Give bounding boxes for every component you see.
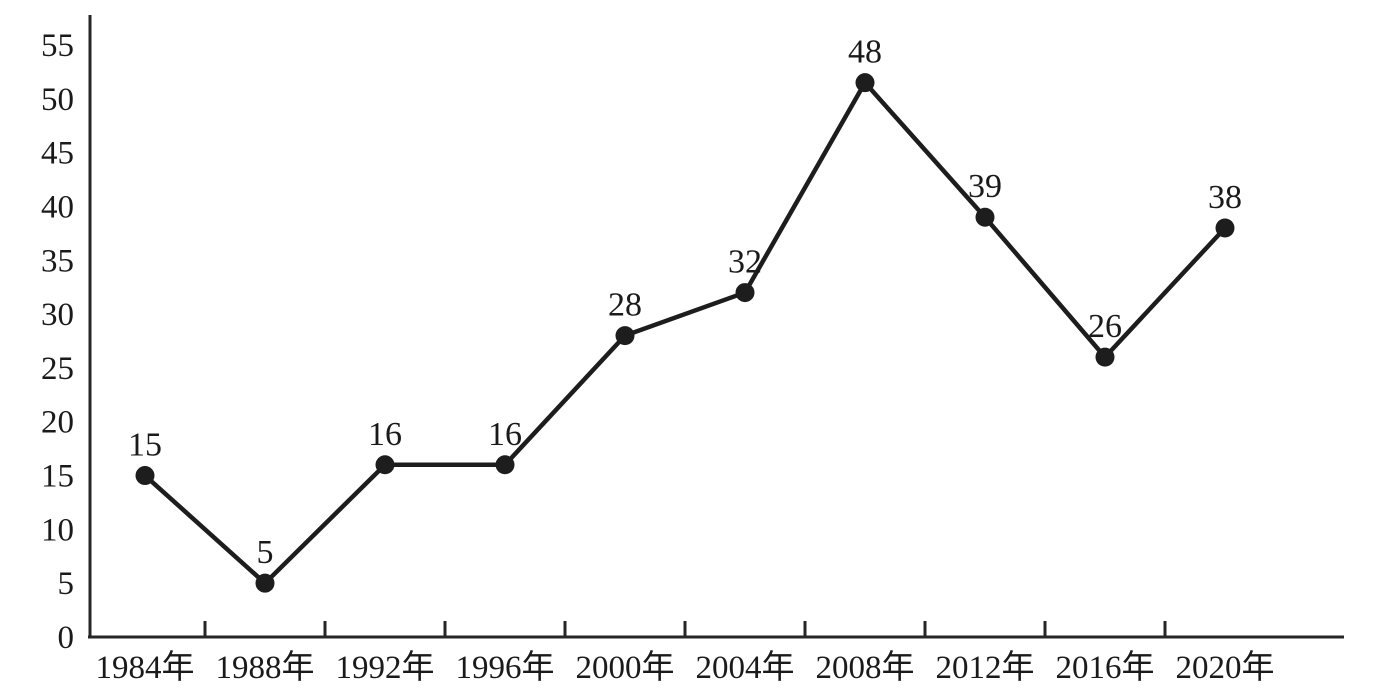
y-axis-label: 45 — [41, 136, 74, 172]
data-point-marker — [1215, 218, 1235, 238]
y-axis-label: 50 — [41, 82, 74, 118]
y-axis-label: 10 — [41, 512, 74, 548]
data-point-label: 28 — [608, 287, 642, 324]
x-axis-label: 1988年 — [216, 649, 315, 686]
x-axis-labels: 1984年 1988年 1992年 1996年 2000年 2004年 2008年 2012年… — [96, 649, 1275, 686]
data-point-label: 39 — [968, 168, 1002, 205]
y-axis-label: 55 — [41, 28, 74, 64]
data-point-marker — [135, 466, 155, 486]
x-axis-label: 1996年 — [456, 649, 555, 686]
data-point-label: 16 — [368, 416, 402, 453]
data-point-marker — [1095, 347, 1115, 367]
data-point-labels: 15 5 16 16 28 32 48 39 26 38 — [128, 34, 1242, 572]
data-point-label: 38 — [1208, 179, 1242, 216]
x-axis-label: 1992年 — [336, 649, 435, 686]
data-series-line — [142, 80, 1228, 586]
x-axis-label: 1984年 — [96, 649, 195, 686]
x-axis-label: 2020年 — [1176, 649, 1275, 686]
y-axis-label: 15 — [41, 459, 74, 495]
y-axis-label: 20 — [41, 405, 74, 441]
data-point-marker — [855, 73, 875, 93]
data-point-label: 32 — [728, 244, 762, 281]
x-axis-label: 2016年 — [1056, 649, 1155, 686]
y-axis-label: 25 — [41, 351, 74, 387]
axes — [88, 15, 1344, 639]
y-axis-label: 40 — [41, 189, 74, 225]
data-point-marker — [255, 573, 275, 593]
y-axis-label: 35 — [41, 243, 74, 279]
x-axis-label: 2000年 — [576, 649, 675, 686]
y-axis-labels: 0 5 10 15 20 25 30 35 40 45 50 55 — [41, 28, 74, 656]
x-axis-label: 2012年 — [936, 649, 1035, 686]
data-point-marker — [495, 455, 515, 475]
y-axis-label: 30 — [41, 297, 74, 333]
x-axis-label: 2004年 — [696, 649, 795, 686]
data-point-marker — [735, 283, 755, 303]
y-axis-label: 5 — [58, 566, 75, 602]
data-point-label: 5 — [257, 534, 274, 571]
data-point-marker — [975, 207, 995, 227]
data-point-marker — [615, 326, 635, 346]
y-axis-label: 0 — [58, 620, 75, 656]
data-point-label: 16 — [488, 416, 522, 453]
data-point-marker — [375, 455, 395, 475]
x-axis-label: 2008年 — [816, 649, 915, 686]
data-point-label: 15 — [128, 427, 162, 464]
data-point-label: 26 — [1088, 308, 1122, 345]
x-axis-ticks — [203, 621, 1167, 637]
data-point-label: 48 — [848, 34, 882, 71]
data-series — [135, 73, 1235, 593]
